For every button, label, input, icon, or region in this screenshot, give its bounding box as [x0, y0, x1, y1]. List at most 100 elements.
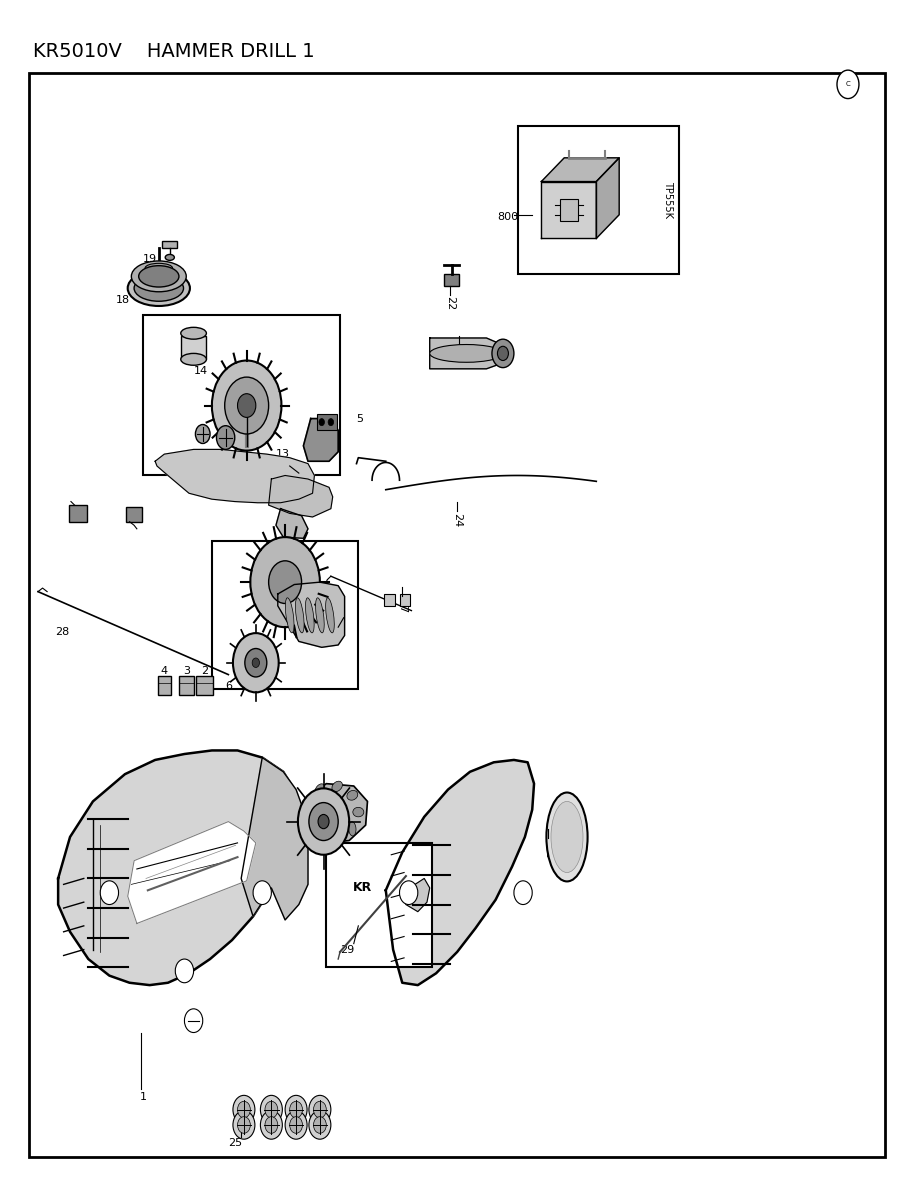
Polygon shape: [278, 582, 344, 647]
Circle shape: [251, 537, 319, 627]
Polygon shape: [269, 475, 332, 517]
Bar: [126, 507, 142, 522]
Ellipse shape: [333, 830, 341, 845]
Circle shape: [217, 425, 235, 449]
Circle shape: [238, 1101, 251, 1118]
Text: 4: 4: [161, 666, 168, 676]
Ellipse shape: [326, 598, 334, 633]
Text: 821: 821: [543, 838, 553, 858]
Circle shape: [238, 393, 256, 417]
Polygon shape: [542, 182, 597, 239]
Circle shape: [212, 360, 282, 450]
Ellipse shape: [131, 261, 186, 292]
Circle shape: [233, 633, 279, 693]
Polygon shape: [430, 339, 503, 368]
Circle shape: [269, 561, 302, 604]
Circle shape: [319, 418, 324, 425]
Circle shape: [308, 1111, 330, 1139]
Bar: [69, 505, 87, 522]
Circle shape: [328, 418, 333, 425]
Ellipse shape: [332, 782, 342, 791]
Ellipse shape: [316, 598, 324, 633]
Circle shape: [233, 1111, 255, 1139]
Circle shape: [185, 1009, 203, 1032]
Circle shape: [238, 1117, 251, 1133]
Text: 7: 7: [334, 613, 341, 623]
Circle shape: [492, 340, 514, 367]
Bar: [162, 241, 177, 248]
Text: KR: KR: [162, 862, 185, 876]
Ellipse shape: [128, 271, 190, 307]
Bar: [212, 541, 358, 689]
Ellipse shape: [285, 598, 294, 633]
Circle shape: [298, 789, 349, 854]
Circle shape: [253, 880, 272, 904]
Circle shape: [261, 1111, 283, 1139]
Circle shape: [313, 1117, 326, 1133]
Circle shape: [290, 1101, 303, 1118]
Text: C: C: [845, 81, 850, 88]
Circle shape: [285, 1095, 308, 1124]
Ellipse shape: [316, 828, 324, 841]
Bar: [444, 274, 459, 286]
Text: 23: 23: [454, 347, 464, 360]
Ellipse shape: [165, 254, 174, 260]
Ellipse shape: [306, 598, 314, 633]
Polygon shape: [241, 758, 308, 920]
Text: 5: 5: [357, 413, 364, 424]
Text: 18: 18: [116, 295, 130, 305]
Polygon shape: [128, 822, 256, 923]
Ellipse shape: [145, 264, 173, 273]
Polygon shape: [402, 878, 430, 911]
Text: 16: 16: [195, 429, 208, 440]
Circle shape: [245, 649, 267, 677]
Text: 15: 15: [235, 399, 249, 410]
Ellipse shape: [305, 815, 313, 828]
Ellipse shape: [181, 353, 207, 365]
Circle shape: [285, 1111, 308, 1139]
Text: 20: 20: [285, 520, 299, 530]
Ellipse shape: [551, 802, 583, 872]
Text: 800: 800: [497, 213, 518, 222]
Text: 17: 17: [223, 432, 237, 443]
Text: 6: 6: [225, 682, 232, 691]
Circle shape: [308, 803, 338, 841]
Bar: [519, 126, 678, 274]
Ellipse shape: [139, 266, 179, 287]
Ellipse shape: [349, 822, 356, 836]
Circle shape: [318, 815, 329, 829]
Circle shape: [313, 1101, 326, 1118]
Circle shape: [261, 1095, 283, 1124]
Text: 19: 19: [142, 253, 157, 264]
Bar: [326, 843, 431, 967]
Polygon shape: [58, 751, 299, 985]
Text: 25: 25: [228, 1138, 241, 1148]
Polygon shape: [299, 784, 367, 843]
Text: 13: 13: [276, 449, 290, 459]
Text: 22: 22: [445, 297, 454, 311]
Polygon shape: [304, 418, 338, 461]
Circle shape: [290, 1117, 303, 1133]
Text: 3: 3: [183, 666, 190, 676]
Bar: [158, 676, 171, 695]
Circle shape: [100, 880, 118, 904]
Bar: [179, 676, 194, 695]
Ellipse shape: [546, 792, 588, 881]
Ellipse shape: [134, 276, 184, 302]
Text: 29: 29: [341, 944, 354, 955]
Ellipse shape: [296, 598, 304, 633]
Text: 14: 14: [194, 366, 208, 377]
Circle shape: [265, 1117, 278, 1133]
Circle shape: [514, 880, 532, 904]
Circle shape: [233, 1095, 255, 1124]
Text: 2: 2: [201, 666, 208, 676]
Text: 28: 28: [55, 627, 69, 637]
Text: 12: 12: [73, 512, 87, 522]
Ellipse shape: [181, 328, 207, 340]
Ellipse shape: [353, 808, 364, 817]
Text: 11: 11: [129, 512, 144, 522]
Polygon shape: [386, 760, 534, 985]
Circle shape: [498, 346, 509, 360]
Bar: [560, 200, 578, 221]
Circle shape: [265, 1101, 278, 1118]
